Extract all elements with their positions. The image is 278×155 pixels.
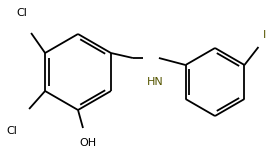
Text: OH: OH xyxy=(80,138,96,148)
Text: Cl: Cl xyxy=(7,126,18,136)
Text: HN: HN xyxy=(147,77,163,87)
Text: Cl: Cl xyxy=(17,8,28,18)
Text: I: I xyxy=(263,30,267,40)
